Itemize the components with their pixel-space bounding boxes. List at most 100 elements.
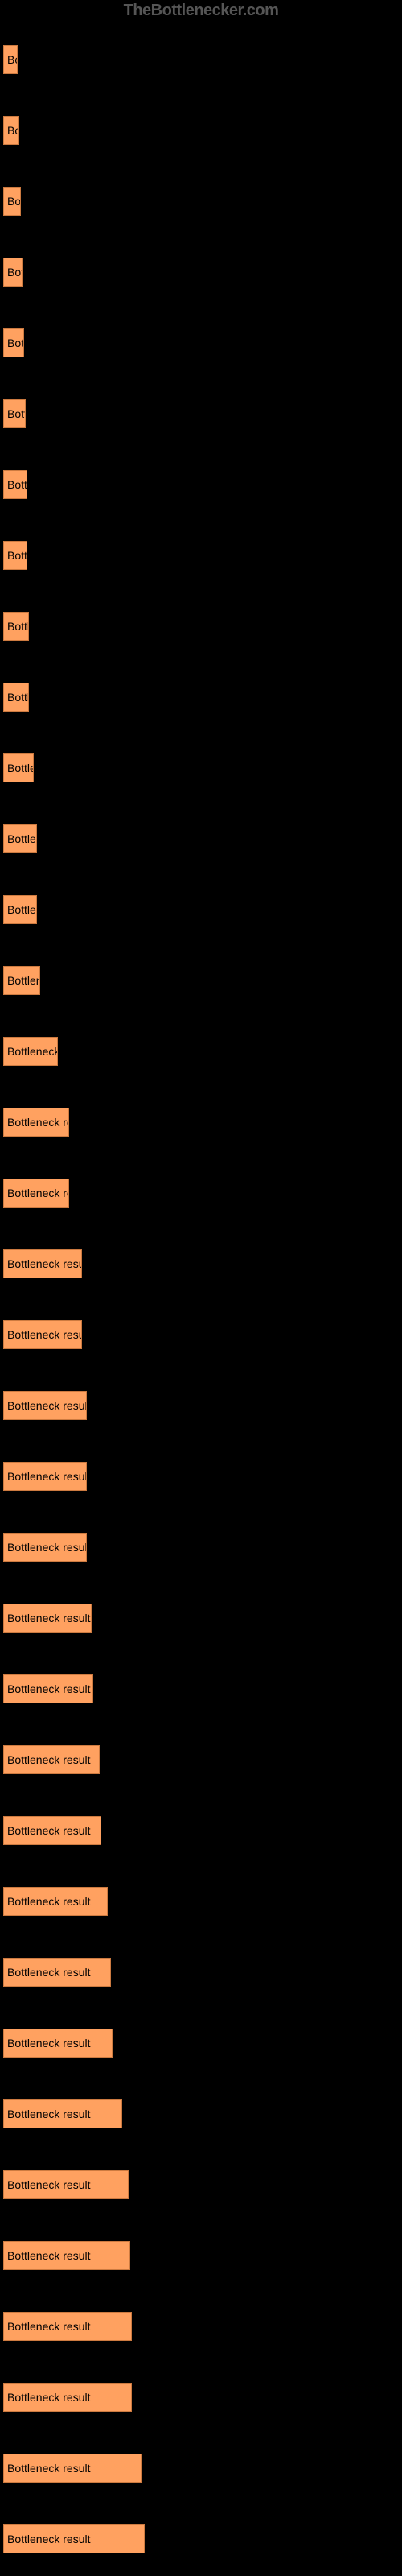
bar-row: Bottleneck result [3,1937,402,2008]
watermark-text: TheBottlenecker.com [124,2,279,20]
bar: Bottleneck result [3,1320,82,1349]
bar: Bottleneck result [3,2454,142,2483]
bar: Bottleneck result [3,1533,87,1562]
bar: Bottleneck result [3,258,23,287]
bar-row: Bottleneck result [3,2149,402,2220]
bar-row: Bottleneck result [3,166,402,237]
bar-row: Bottleneck result [3,733,402,803]
bar: Bottleneck result [3,2170,129,2199]
bar-label: Bottleneck result [7,1470,87,1483]
bar: Bottleneck result [3,895,37,924]
bar-label: Bottleneck result [7,1045,58,1058]
bar-row: Bottleneck result [3,1583,402,1653]
bar-label: Bottleneck result [7,1328,82,1341]
bar-label: Bottleneck result [7,336,24,349]
bar: Bottleneck result [3,1816,101,1845]
bar-label: Bottleneck result [7,2391,91,2404]
bar-row: Bottleneck result [3,1653,402,1724]
bar: Bottleneck result [3,399,26,428]
bar-label: Bottleneck result [7,1257,82,1270]
bar: Bottleneck result [3,1391,87,1420]
bar-label: Bottleneck result [7,762,34,774]
bar-row: Bottleneck result [3,237,402,308]
bar: Bottleneck result [3,753,34,782]
bar: Bottleneck result [3,2099,122,2128]
bar-row: Bottleneck result [3,95,402,166]
bar-label: Bottleneck result [7,2533,91,2545]
bar-label: Bottleneck result [7,53,18,66]
bar: Bottleneck result [3,1179,69,1208]
bar-row: Bottleneck result [3,1866,402,1937]
bar: Bottleneck result [3,2029,113,2058]
bar-label: Bottleneck result [7,1399,87,1412]
bar-label: Bottleneck result [7,691,29,704]
bar-row: Bottleneck result [3,2362,402,2433]
bar-label: Bottleneck result [7,266,23,279]
bar-row: Bottleneck result [3,308,402,378]
bar: Bottleneck result [3,1604,92,1633]
bar: Bottleneck result [3,2383,132,2412]
bar-label: Bottleneck result [7,549,27,562]
bar: Bottleneck result [3,2241,130,2270]
bar: Bottleneck result [3,328,24,357]
bar: Bottleneck result [3,2524,145,2553]
bar-row: Bottleneck result [3,1016,402,1087]
bar-label: Bottleneck result [7,620,29,633]
bar-label: Bottleneck result [7,974,40,987]
bar-row: Bottleneck result [3,449,402,520]
bar-row: Bottleneck result [3,874,402,945]
bar-label: Bottleneck result [7,1895,91,1908]
bar-row: Bottleneck result [3,24,402,95]
bar: Bottleneck result [3,187,21,216]
bar-label: Bottleneck result [7,2178,91,2191]
bar-label: Bottleneck result [7,2249,91,2262]
bar-label: Bottleneck result [7,832,37,845]
bar-label: Bottleneck result [7,407,26,420]
bar-row: Bottleneck result [3,662,402,733]
bar-label: Bottleneck result [7,2037,91,2050]
bar-row: Bottleneck result [3,2079,402,2149]
bar-row: Bottleneck result [3,2433,402,2504]
bar-label: Bottleneck result [7,195,21,208]
bar-row: Bottleneck result [3,2291,402,2362]
bar-row: Bottleneck result [3,1512,402,1583]
bar-row: Bottleneck result [3,1228,402,1299]
bar-row: Bottleneck result [3,2008,402,2079]
bar: Bottleneck result [3,470,27,499]
bar-label: Bottleneck result [7,124,19,137]
bar-label: Bottleneck result [7,1187,69,1199]
bar: Bottleneck result [3,116,19,145]
bar-row: Bottleneck result [3,2220,402,2291]
bar-row: Bottleneck result [3,1299,402,1370]
bar-row: Bottleneck result [3,591,402,662]
bar: Bottleneck result [3,1745,100,1774]
bar-row: Bottleneck result [3,1158,402,1228]
bar: Bottleneck result [3,1249,82,1278]
bar-row: Bottleneck result [3,520,402,591]
bar: Bottleneck result [3,1037,58,1066]
bar-label: Bottleneck result [7,2462,91,2475]
bar-row: Bottleneck result [3,1795,402,1866]
bar-chart: Bottleneck result Bottleneck result Bottle… [0,0,402,2574]
bar-label: Bottleneck result [7,1116,69,1129]
bar-row: Bottleneck result [3,378,402,449]
bar: Bottleneck result [3,824,37,853]
bar-row: Bottleneck result [3,1370,402,1441]
bar-label: Bottleneck result [7,1966,91,1979]
bar-label: Bottleneck result [7,478,27,491]
bar-row: Bottleneck result [3,2504,402,2574]
bar: Bottleneck result [3,541,27,570]
bar: Bottleneck result [3,45,18,74]
bar: Bottleneck result [3,966,40,995]
bar: Bottleneck result [3,1887,108,1916]
bar: Bottleneck result [3,1462,87,1491]
bar-label: Bottleneck result [7,1753,91,1766]
bar-row: Bottleneck result [3,1724,402,1795]
bar-label: Bottleneck result [7,2320,91,2333]
bar: Bottleneck result [3,683,29,712]
bar-row: Bottleneck result [3,1087,402,1158]
bar-row: Bottleneck result [3,945,402,1016]
bar-row: Bottleneck result [3,1441,402,1512]
bar: Bottleneck result [3,2312,132,2341]
bar: Bottleneck result [3,1958,111,1987]
